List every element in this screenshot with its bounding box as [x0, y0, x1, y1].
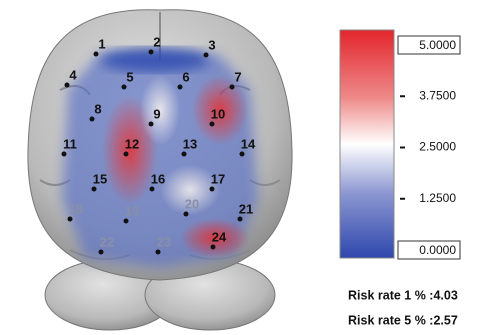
electrode-label: 1: [98, 36, 105, 51]
electrode: [149, 50, 154, 55]
electrode-label: 22: [100, 234, 114, 249]
electrode-label: 14: [241, 136, 256, 151]
electrode-label: 7: [234, 69, 241, 84]
electrode-label: 2: [153, 34, 160, 49]
electrode: [178, 85, 183, 90]
figure: 123456789101112131415161718192021222324 …: [0, 0, 488, 335]
electrode: [184, 212, 189, 217]
electrode: [122, 85, 127, 90]
note: Risk rate 1 % :4.03: [348, 288, 458, 302]
electrode-label: 20: [185, 196, 199, 211]
electrode: [150, 187, 155, 192]
electrode: [230, 85, 235, 90]
electrode: [94, 52, 99, 57]
electrode: [62, 152, 67, 157]
electrode-label: 21: [239, 201, 253, 216]
electrode: [90, 117, 95, 122]
electrode-label: 9: [153, 106, 160, 121]
electrode-label: 8: [94, 101, 101, 116]
note: Risk rate 5 % :2.57: [348, 313, 458, 327]
tick-label: 3.7500: [419, 88, 456, 102]
electrode: [124, 219, 129, 224]
electrode-label: 19: [125, 203, 139, 218]
electrode: [238, 217, 243, 222]
electrode-label: 24: [212, 229, 227, 244]
electrode: [210, 122, 215, 127]
electrode: [149, 122, 154, 127]
electrode: [182, 152, 187, 157]
electrode-label: 5: [126, 69, 133, 84]
electrode-label: 10: [211, 106, 225, 121]
tick-label: 1.2500: [419, 191, 456, 205]
electrode-label: 3: [208, 37, 215, 52]
electrode-label: 23: [157, 234, 171, 249]
electrode-label: 6: [182, 69, 189, 84]
electrode: [156, 250, 161, 255]
electrode: [68, 217, 73, 222]
tick-label: 5.0000: [419, 38, 456, 52]
electrode: [65, 83, 70, 88]
electrode: [204, 53, 209, 58]
electrode-label: 11: [63, 136, 77, 151]
colorbar: [340, 30, 394, 258]
electrode-label: 15: [93, 171, 107, 186]
electrode: [211, 245, 216, 250]
electrode-label: 16: [151, 171, 165, 186]
electrode: [240, 152, 245, 157]
electrode-label: 18: [69, 201, 83, 216]
tick-label: 2.5000: [419, 140, 456, 154]
electrode-label: 4: [69, 67, 77, 82]
electrode: [99, 250, 104, 255]
electrode: [92, 187, 97, 192]
electrode: [124, 152, 129, 157]
tick-label: 0.0000: [419, 243, 456, 257]
electrode-label: 17: [211, 171, 225, 186]
electrode-label: 12: [125, 136, 139, 151]
colorbar-ticks: 5.0000 3.7500 2.5000 1.2500 0.0000: [398, 36, 460, 259]
electrode: [210, 187, 215, 192]
page: {"electrodes": [ {"label": "1"}, {"label…: [0, 0, 488, 335]
electrode-label: 13: [183, 136, 197, 151]
